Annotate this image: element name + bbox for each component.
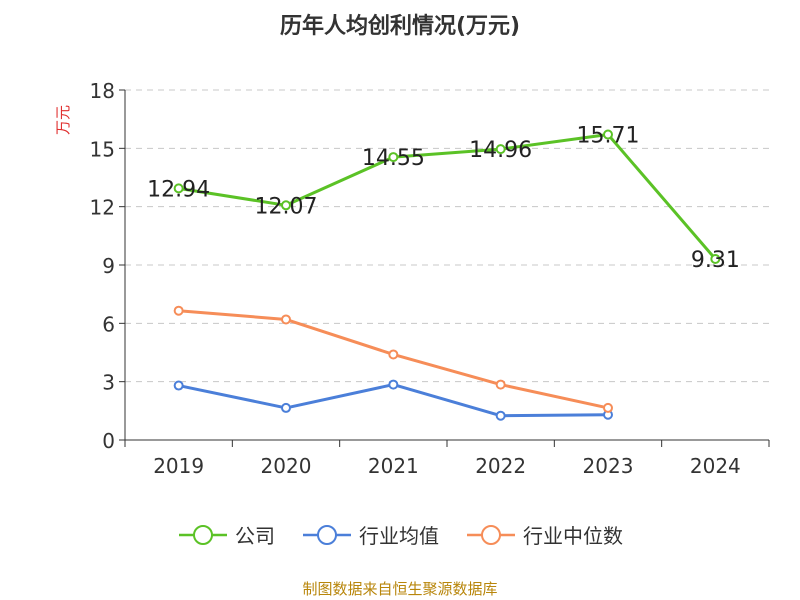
y-tick-label: 12: [90, 196, 115, 220]
data-label: 12.94: [147, 177, 210, 202]
data-label: 15.71: [577, 124, 640, 149]
data-point: [495, 410, 506, 421]
data-point: [173, 305, 184, 316]
x-tick-label: 2021: [368, 454, 419, 478]
data-point: [603, 129, 613, 140]
x-tick-label: 2024: [690, 454, 741, 478]
y-tick-label: 6: [102, 312, 115, 336]
legend-marker-icon: [467, 524, 515, 545]
x-tick-label: 2023: [583, 454, 634, 478]
y-tick-label: 15: [90, 137, 115, 161]
data-label: 14.96: [469, 138, 532, 163]
series-line: [178, 133, 717, 260]
legend-marker-icon: [179, 524, 227, 545]
legend-circle: [193, 524, 213, 545]
data-point: [173, 380, 184, 391]
data-point: [495, 144, 506, 155]
y-tick-label: 18: [90, 79, 115, 103]
legend-label: 行业中位数: [523, 524, 623, 548]
x-tick-label: 2022: [475, 454, 526, 478]
legend-label: 公司: [235, 524, 275, 548]
legend-item[interactable]: 行业均值: [301, 520, 439, 549]
data-point: [281, 200, 291, 211]
legend-label: 行业均值: [359, 524, 439, 548]
data-label: 12.07: [255, 194, 318, 219]
x-tick-label: 2019: [153, 454, 204, 478]
y-tick-label: 0: [102, 429, 115, 453]
legend-marker-icon: [303, 524, 351, 545]
chart-title: 历年人均创利情况(万元): [279, 14, 521, 39]
legend-circle: [317, 524, 337, 545]
data-point: [281, 314, 291, 325]
y-axis-label: 万元: [54, 105, 72, 135]
legend-item[interactable]: 公司: [177, 520, 275, 549]
data-point: [173, 183, 184, 194]
data-point: [388, 349, 399, 360]
y-tick-label: 9: [102, 254, 115, 278]
y-tick-label: 3: [102, 371, 115, 395]
legend-circle: [481, 524, 501, 545]
data-point: [495, 379, 506, 390]
legend: 公司 行业均值 行业中位数: [0, 520, 800, 549]
legend-item[interactable]: 行业中位数: [465, 520, 623, 549]
source-note: 制图数据来自恒生聚源数据库: [302, 580, 498, 598]
data-point: [603, 402, 613, 413]
data-point: [281, 402, 291, 413]
data-point: [388, 152, 399, 163]
data-point: [710, 253, 721, 264]
data-label: 14.55: [362, 146, 425, 171]
data-point: [388, 379, 399, 390]
x-tick-label: 2020: [261, 454, 312, 478]
data-label: 9.31: [691, 248, 740, 273]
